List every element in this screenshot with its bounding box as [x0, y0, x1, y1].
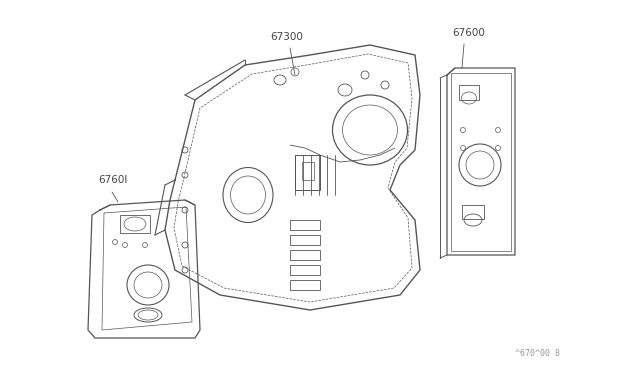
Text: 6760l: 6760l: [98, 175, 127, 185]
Bar: [290, 280, 320, 290]
Text: 67300: 67300: [270, 32, 303, 42]
Bar: [290, 235, 320, 245]
Bar: [302, 162, 314, 180]
Text: 67600: 67600: [452, 28, 485, 38]
Bar: [459, 85, 479, 100]
Bar: [462, 205, 484, 219]
Bar: [451, 73, 511, 251]
Bar: [290, 265, 320, 275]
Bar: [295, 155, 320, 190]
Text: ^670^00 8: ^670^00 8: [515, 349, 560, 358]
Bar: [290, 250, 320, 260]
Bar: [290, 220, 320, 230]
Bar: [120, 215, 150, 233]
